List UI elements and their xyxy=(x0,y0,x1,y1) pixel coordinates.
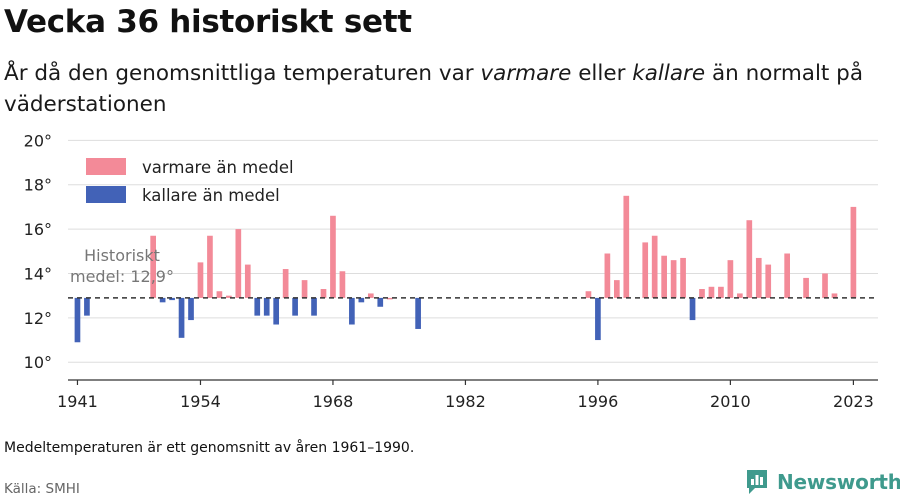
newsworthy-logo-icon xyxy=(747,470,767,494)
bar-1955 xyxy=(207,235,213,298)
bar-2002 xyxy=(651,235,658,298)
bar-2004 xyxy=(670,260,677,298)
historical-mean-label: medel: 12,9° xyxy=(70,267,174,286)
bar-2014 xyxy=(765,264,772,298)
bar-1997 xyxy=(604,253,611,298)
bar-2018 xyxy=(803,277,809,298)
bar-1972 xyxy=(367,293,374,298)
x-tick-label: 1968 xyxy=(313,392,354,411)
x-tick-label: 1996 xyxy=(578,392,619,411)
subtitle-warm-word: varmare xyxy=(480,61,572,86)
source-note: Källa: SMHI xyxy=(4,481,80,497)
x-tick-label: 1941 xyxy=(57,392,98,411)
legend-swatch xyxy=(86,186,126,203)
subtitle-part-1: År då den genomsnittliga temperaturen va… xyxy=(4,61,481,86)
bar-2016 xyxy=(784,253,790,298)
bar-1958 xyxy=(235,229,242,298)
bar-1963 xyxy=(282,269,289,298)
bar-2010 xyxy=(727,260,734,298)
bar-1964 xyxy=(292,297,298,316)
y-tick-label: 16° xyxy=(24,220,52,239)
y-tick-label: 18° xyxy=(24,176,52,195)
bar-1959 xyxy=(244,264,251,298)
y-tick-label: 10° xyxy=(24,353,52,372)
subtitle-part-3: än normalt på väderstationen xyxy=(4,61,863,117)
bar-2023 xyxy=(850,206,857,298)
x-tick-label: 1954 xyxy=(180,392,221,411)
bar-2006 xyxy=(689,297,696,321)
bar-1960 xyxy=(254,297,261,316)
bar-1998 xyxy=(613,280,620,298)
bar-1942 xyxy=(84,297,90,316)
bar-1961 xyxy=(263,297,270,316)
chart-title: Vecka 36 historiskt sett xyxy=(4,4,412,40)
x-tick-label: 1982 xyxy=(445,392,486,411)
bar-1956 xyxy=(216,291,223,298)
bar-1949 xyxy=(150,235,157,298)
bar-1968 xyxy=(330,215,336,298)
bar-2021 xyxy=(831,293,838,298)
chart-subtitle: År då den genomsnittliga temperaturen va… xyxy=(4,58,864,120)
bar-2008 xyxy=(708,286,715,298)
x-tick-label: 2010 xyxy=(710,392,751,411)
bar-2009 xyxy=(718,286,724,298)
bar-2013 xyxy=(755,257,762,298)
bar-2001 xyxy=(642,242,649,298)
chart-canvas: 10° 12° 14° 16° 18° 20° 1941 1954 1968 1982 1996 20… xyxy=(24,131,878,411)
bar-1970 xyxy=(349,297,355,325)
footnote: Medeltemperaturen är ett genomsnitt av å… xyxy=(4,440,415,456)
bar-2005 xyxy=(680,257,686,298)
brand-name: Newsworthy xyxy=(777,470,900,494)
bar-1950 xyxy=(159,297,166,303)
bar-1996 xyxy=(595,297,601,341)
bar-1969 xyxy=(339,271,346,298)
bar-2011 xyxy=(737,293,743,298)
bar-1962 xyxy=(273,297,280,325)
y-tick-label: 12° xyxy=(24,309,52,328)
legend-label: varmare än medel xyxy=(142,158,294,177)
bar-2003 xyxy=(661,255,667,298)
bar-1951 xyxy=(169,297,175,301)
subtitle-part-2: eller xyxy=(571,61,633,86)
brand-logo: Newsworthy xyxy=(745,468,900,496)
bar-1966 xyxy=(311,297,317,316)
bar-1999 xyxy=(623,195,630,298)
bar-1952 xyxy=(178,297,185,338)
bar-2012 xyxy=(746,220,753,298)
bar-1957 xyxy=(226,295,232,298)
bar-1974 xyxy=(386,297,393,300)
bar-1941 xyxy=(74,297,81,343)
legend-label: kallare än medel xyxy=(142,186,280,205)
historical-mean-label: Historiskt xyxy=(84,246,160,265)
y-tick-label: 20° xyxy=(24,131,52,150)
bar-2020 xyxy=(822,273,828,298)
bar-1971 xyxy=(358,297,365,303)
bar-1995 xyxy=(585,291,592,298)
subtitle-cold-word: kallare xyxy=(632,61,706,86)
bar-2007 xyxy=(699,289,705,298)
bar-1965 xyxy=(301,280,308,298)
y-tick-label: 14° xyxy=(24,264,52,283)
bar-1953 xyxy=(188,297,194,321)
legend-swatch xyxy=(86,158,126,175)
bar-1954 xyxy=(197,262,204,298)
bar-1973 xyxy=(377,297,384,307)
bar-1967 xyxy=(320,289,327,298)
bar-1977 xyxy=(415,297,421,329)
x-tick-label: 2023 xyxy=(833,392,874,411)
